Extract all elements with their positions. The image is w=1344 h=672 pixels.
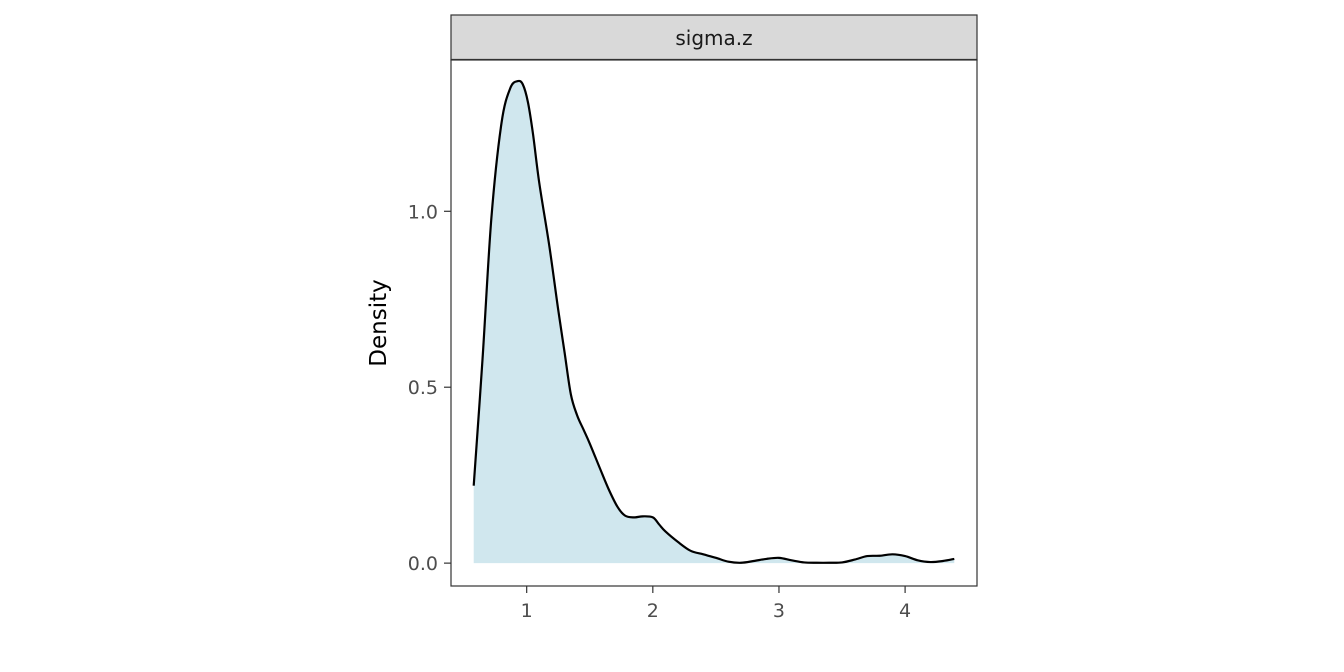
x-tick-label: 4 <box>899 600 911 622</box>
x-tick-label: 1 <box>521 600 533 622</box>
y-tick-label: 0.0 <box>408 553 438 575</box>
x-tick-label: 2 <box>647 600 659 622</box>
y-axis: 0.0 0.5 1.0 <box>408 201 451 575</box>
y-tick-label: 0.5 <box>408 377 438 399</box>
facet-title: sigma.z <box>675 26 752 50</box>
x-axis: 1 2 3 4 <box>521 586 911 622</box>
x-tick-label: 3 <box>773 600 785 622</box>
plot-panel-border <box>450 59 978 587</box>
density-area <box>473 80 955 564</box>
density-line <box>472 79 955 564</box>
y-axis-title: Density <box>366 279 392 366</box>
facet-strip <box>450 14 978 61</box>
y-tick-label: 1.0 <box>408 201 438 223</box>
